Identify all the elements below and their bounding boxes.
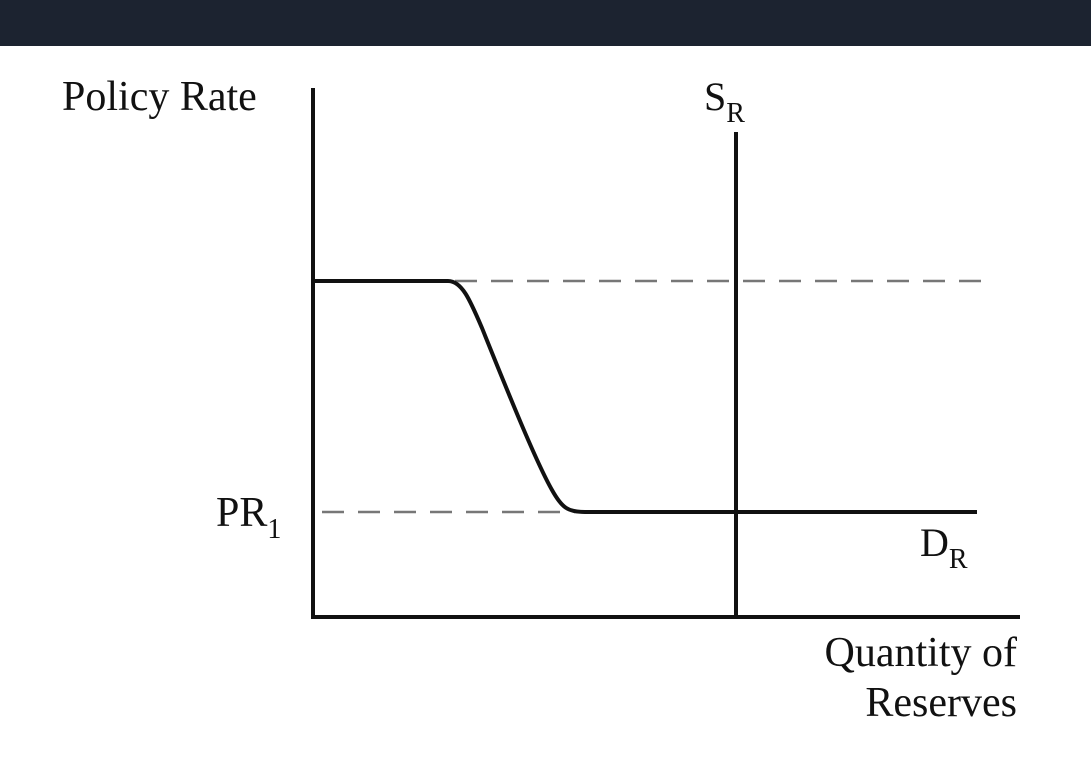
supply-label: SR <box>704 74 745 129</box>
x-axis-label-line1: Quantity of <box>825 630 1017 676</box>
top-bar <box>0 0 1091 46</box>
x-axis-label-line2: Reserves <box>865 680 1017 726</box>
demand-curve <box>313 279 977 514</box>
demand-label-sub: R <box>949 544 968 575</box>
pr1-label-main: PR <box>216 490 267 536</box>
pr1-label-sub: 1 <box>267 514 281 545</box>
demand-label: DR <box>920 520 968 575</box>
supply-label-sub: R <box>726 98 745 129</box>
y-axis-label: Policy Rate <box>62 74 257 120</box>
demand-label-main: D <box>920 520 949 565</box>
pr1-label: PR1 <box>216 490 281 545</box>
supply-label-main: S <box>704 74 726 119</box>
